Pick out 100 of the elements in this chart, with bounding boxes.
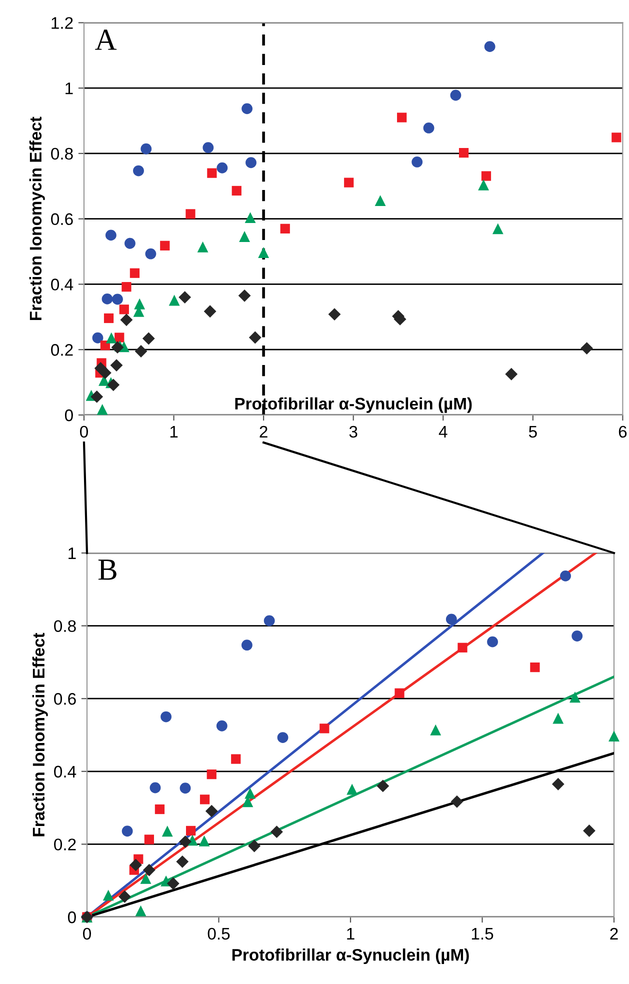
x-tick-label: 6	[618, 426, 627, 438]
point	[264, 615, 275, 626]
point	[124, 238, 136, 249]
point	[166, 877, 180, 890]
point	[104, 313, 114, 324]
x-tick-label: 3	[349, 426, 358, 438]
point	[144, 834, 154, 844]
y-tick-label: 0.2	[51, 344, 73, 356]
point	[205, 804, 218, 818]
point	[344, 178, 354, 188]
point	[231, 754, 241, 764]
point	[216, 720, 228, 732]
y-axis-title: Fraction Ionomycin Effect	[29, 116, 45, 320]
point	[446, 614, 457, 625]
point	[248, 331, 262, 344]
point	[450, 795, 464, 808]
y-tick-label: 1	[68, 548, 76, 560]
point	[134, 298, 146, 310]
point	[142, 332, 155, 345]
point	[92, 332, 104, 344]
point	[246, 157, 256, 168]
y-tick-label: 0	[68, 911, 76, 924]
point	[204, 305, 216, 318]
point	[487, 636, 498, 648]
point	[238, 289, 251, 302]
point	[346, 784, 358, 795]
x-tick-label: 0	[80, 426, 88, 438]
point	[178, 291, 192, 304]
point	[505, 368, 518, 380]
point	[430, 724, 442, 736]
point	[580, 342, 593, 355]
point	[90, 390, 104, 403]
y-axis-title: Fraction Ionomycin Effect	[32, 632, 48, 836]
point	[552, 712, 564, 724]
x-tick-label: 1	[170, 426, 178, 438]
point	[106, 332, 117, 344]
point	[162, 826, 173, 837]
point	[102, 293, 113, 304]
point	[374, 195, 386, 206]
point	[608, 730, 620, 742]
point	[248, 840, 261, 852]
point	[197, 241, 208, 252]
point	[150, 782, 161, 794]
x-tick-label: 4	[438, 426, 448, 438]
point	[186, 826, 196, 836]
point	[142, 864, 156, 876]
point	[412, 156, 423, 168]
y-tick-label: 1.2	[52, 17, 73, 29]
point	[154, 804, 165, 814]
point	[244, 212, 256, 224]
point	[458, 148, 469, 158]
y-tick-label: 0.6	[51, 213, 73, 226]
point	[397, 112, 407, 122]
point	[270, 826, 283, 838]
point	[120, 314, 133, 326]
point	[244, 788, 256, 799]
point	[242, 103, 253, 114]
point	[122, 826, 133, 837]
point	[107, 378, 120, 392]
y-tick-label: 1	[66, 82, 73, 94]
point	[105, 230, 116, 241]
point	[98, 366, 112, 380]
x-tick-label: 0.5	[208, 928, 230, 940]
point	[122, 282, 132, 292]
x-axis-title: Protofibrillar α-Synuclein (µM)	[232, 948, 469, 964]
point	[102, 890, 114, 901]
point	[160, 240, 170, 250]
point	[277, 732, 288, 744]
point	[258, 247, 270, 258]
x-tick-label: 5	[528, 426, 537, 438]
point	[130, 268, 140, 278]
x-axis-title: Protofibrillar α-Synuclein (µM)	[235, 397, 472, 413]
point	[583, 824, 596, 837]
y-tick-label: 0.4	[51, 278, 74, 290]
point	[114, 332, 124, 342]
point	[180, 782, 191, 794]
point	[423, 122, 434, 134]
point	[202, 142, 214, 154]
point	[168, 294, 180, 306]
point	[216, 162, 228, 174]
point	[186, 209, 196, 219]
point	[198, 835, 210, 846]
y-tick-label: 0.8	[54, 620, 76, 632]
y-tick-label: 0	[64, 409, 73, 422]
y-tick-label: 0.6	[54, 693, 76, 705]
point	[478, 179, 490, 190]
point	[118, 890, 131, 903]
x-tick-label: 0	[83, 928, 91, 940]
point	[232, 186, 242, 196]
point	[96, 404, 108, 415]
point	[145, 248, 156, 260]
point	[280, 224, 290, 234]
point	[140, 872, 152, 884]
point	[450, 90, 462, 101]
x-tick-label: 1.5	[472, 928, 494, 940]
y-tick-label: 0.2	[54, 838, 76, 850]
point	[112, 294, 123, 305]
point	[110, 359, 123, 372]
point	[241, 640, 252, 651]
x-tick-label: 2	[610, 928, 618, 940]
